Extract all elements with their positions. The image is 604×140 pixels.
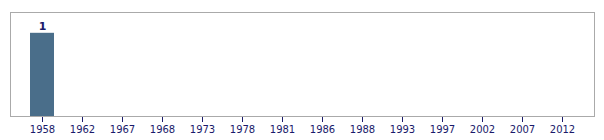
svg-text:2012: 2012 [550,124,575,135]
svg-text:1981: 1981 [270,124,295,135]
svg-text:1988: 1988 [350,124,375,135]
svg-text:1958: 1958 [30,124,55,135]
svg-text:1967: 1967 [110,124,135,135]
svg-text:1: 1 [39,20,47,33]
svg-text:1978: 1978 [230,124,255,135]
svg-text:1986: 1986 [310,124,335,135]
svg-text:1968: 1968 [150,124,175,135]
svg-text:1993: 1993 [390,124,415,135]
svg-text:1973: 1973 [190,124,215,135]
svg-text:1997: 1997 [430,124,455,135]
svg-text:1962: 1962 [70,124,95,135]
svg-text:2007: 2007 [510,124,535,135]
svg-text:2002: 2002 [470,124,495,135]
